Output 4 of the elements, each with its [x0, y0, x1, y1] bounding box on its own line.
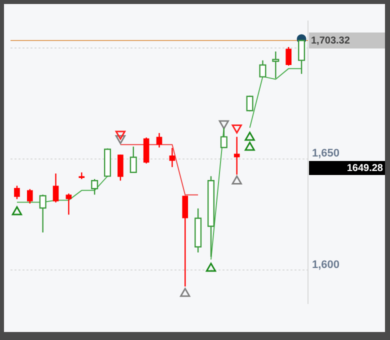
y-tick-label: 1,650 [312, 148, 340, 160]
text: 1649.28 [346, 162, 384, 174]
y-tick-label: 1,600 [312, 258, 340, 271]
ref-line-label: 1,703.32 [311, 35, 350, 46]
